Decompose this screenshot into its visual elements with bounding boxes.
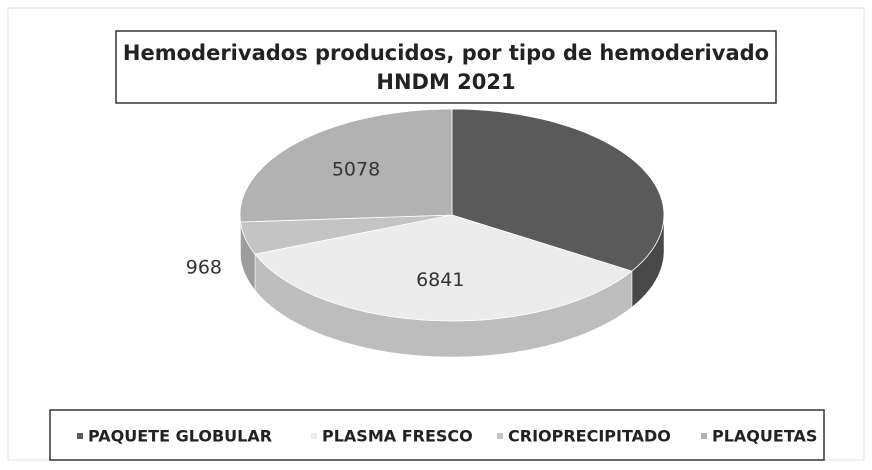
legend: PAQUETE GLOBULAR PLASMA FRESCO CRIOPRECIPI… — [77, 427, 817, 446]
pie: 6841 968 5078 — [186, 108, 665, 358]
data-label: 968 — [186, 257, 222, 279]
title-box — [115, 30, 777, 104]
legend-swatch — [701, 433, 707, 439]
slice — [239, 108, 453, 223]
legend-swatch — [311, 433, 317, 439]
legend-label: PAQUETE GLOBULAR — [88, 427, 272, 446]
legend-box — [49, 409, 825, 461]
slice — [240, 214, 453, 255]
chart-title: Hemoderivados producidos, por tipo de he… — [123, 41, 769, 65]
legend-swatch — [77, 433, 83, 439]
chart-title: HNDM 2021 — [376, 70, 515, 94]
data-label: 6841 — [416, 269, 464, 291]
data-label: 5078 — [332, 159, 380, 181]
legend-label: CRIOPRECIPITADO — [508, 427, 671, 446]
slice — [451, 108, 665, 272]
legend-label: PLAQUETAS — [712, 427, 817, 446]
slice — [254, 214, 633, 322]
legend-label: PLASMA FRESCO — [322, 427, 473, 446]
legend-swatch — [497, 433, 503, 439]
